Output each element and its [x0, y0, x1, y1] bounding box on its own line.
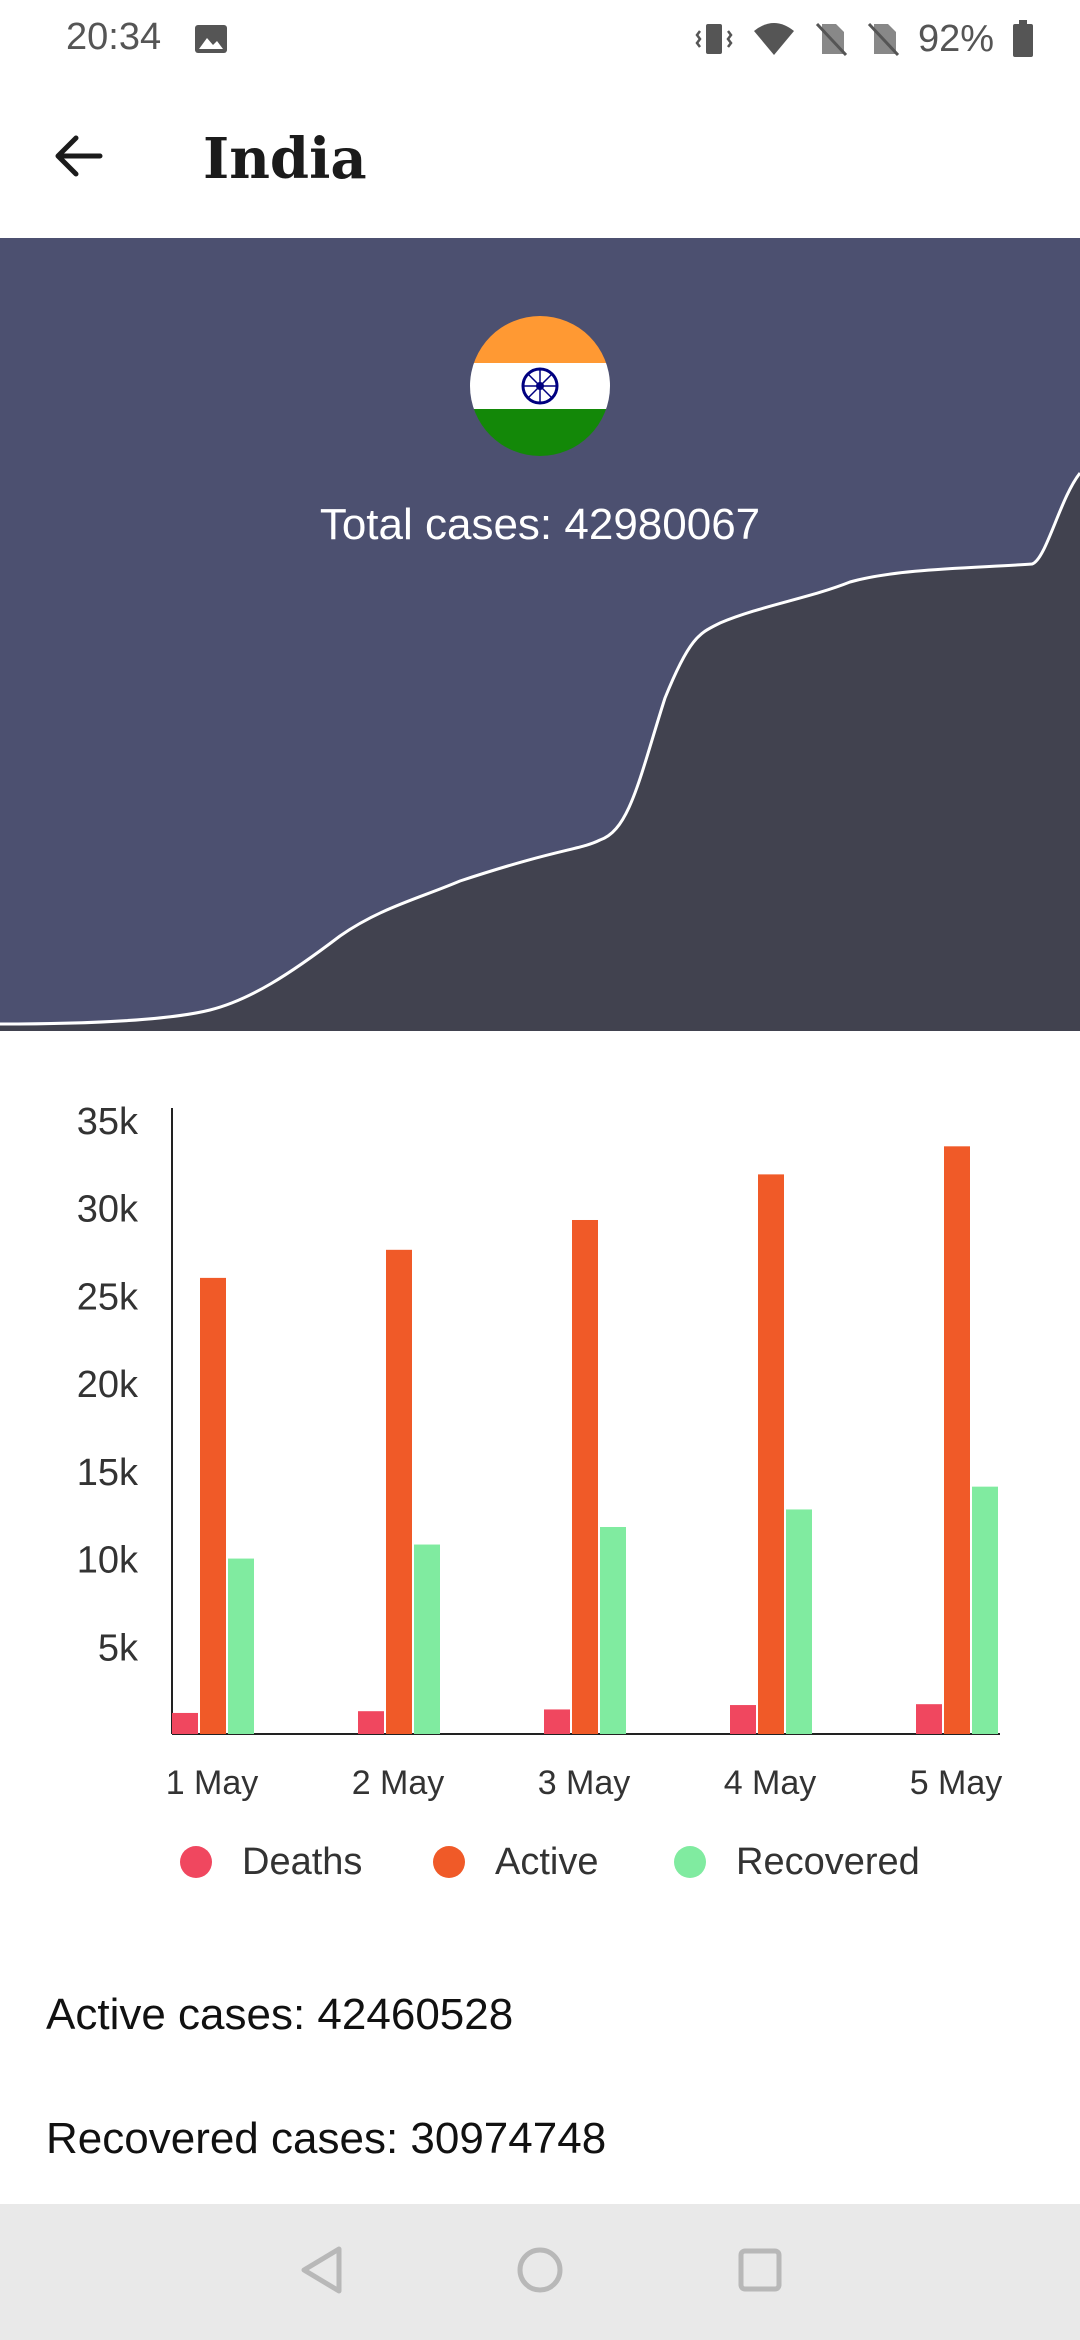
bar-deaths — [544, 1709, 570, 1734]
legend-active-dot — [433, 1846, 465, 1878]
status-icons: 92% — [694, 14, 1034, 64]
y-tick-label: 15k — [77, 1452, 139, 1494]
wifi-icon — [752, 21, 796, 57]
y-tick-label: 35k — [77, 1101, 139, 1143]
india-flag-icon — [470, 316, 610, 456]
no-sim-icon — [866, 21, 900, 57]
legend-recovered-label: Recovered — [736, 1840, 920, 1883]
x-tick-label: 1 May — [166, 1764, 259, 1802]
system-nav-bar — [0, 2204, 1080, 2340]
legend-deaths-label: Deaths — [242, 1840, 363, 1883]
nav-home-button[interactable] — [510, 2242, 570, 2302]
chart-legend: Deaths Active Recovered — [0, 1832, 1080, 1892]
y-tick-label: 25k — [77, 1276, 139, 1318]
legend-deaths: Deaths — [180, 1832, 362, 1892]
bar-active — [572, 1219, 598, 1734]
bar-deaths — [172, 1712, 198, 1734]
active-cases-label: Active cases: 42460528 — [46, 1990, 514, 2039]
bar-active — [200, 1277, 226, 1734]
legend-active: Active — [433, 1832, 598, 1892]
legend-deaths-dot — [180, 1846, 212, 1878]
x-tick-label: 4 May — [724, 1764, 817, 1802]
battery-icon — [1012, 20, 1034, 58]
y-tick-label: 5k — [98, 1627, 139, 1669]
x-tick-label: 5 May — [910, 1764, 1003, 1802]
x-tick-label: 3 May — [538, 1764, 631, 1802]
home-circle-icon — [515, 2245, 565, 2300]
y-tick-label: 10k — [77, 1540, 139, 1582]
recents-square-icon — [736, 2246, 784, 2299]
bar-recovered — [972, 1486, 998, 1734]
nav-recents-button[interactable] — [730, 2242, 790, 2302]
x-tick-label: 2 May — [352, 1764, 445, 1802]
bar-recovered — [786, 1509, 812, 1734]
no-sim-icon — [814, 21, 848, 57]
status-bar: 20:34 — [0, 0, 1080, 80]
bar-recovered — [600, 1526, 626, 1734]
bar-active — [758, 1174, 784, 1734]
total-cases-trend-curve — [0, 472, 1080, 1031]
legend-active-label: Active — [495, 1840, 599, 1883]
status-time: 20:34 — [66, 16, 162, 58]
bar-deaths — [730, 1705, 756, 1734]
y-tick-label: 20k — [77, 1364, 139, 1406]
legend-recovered: Recovered — [674, 1832, 920, 1892]
image-icon — [194, 24, 228, 54]
bar-active — [944, 1146, 970, 1734]
back-triangle-icon — [299, 2245, 345, 2300]
total-cases-label: Total cases: 42980067 — [319, 500, 761, 549]
arrow-left-icon — [52, 134, 104, 183]
legend-recovered-dot — [674, 1846, 706, 1878]
page-title: India — [203, 126, 367, 192]
cases-bar-chart: 35k 30k 25k 20k 15k 10k 5k 1 May 2 May 3 May 4 May… — [0, 1060, 1080, 1900]
bar-active — [386, 1249, 412, 1734]
y-tick-label: 30k — [77, 1189, 139, 1231]
back-button[interactable] — [40, 120, 116, 196]
bar-recovered — [228, 1558, 254, 1734]
recovered-cases-label: Recovered cases: 30974748 — [46, 2114, 607, 2163]
bar-deaths — [916, 1704, 942, 1734]
hero-panel: Total cases: 42980067 — [0, 238, 1080, 1031]
vibrate-icon — [694, 21, 734, 57]
bar-chart-svg: 35k 30k 25k 20k 15k 10k 5k 1 May 2 May 3 May 4 May… — [77, 1101, 1003, 1802]
battery-percentage: 92% — [917, 17, 994, 60]
bar-recovered — [414, 1544, 440, 1734]
nav-back-button[interactable] — [292, 2242, 352, 2302]
app-bar: India — [0, 80, 1080, 238]
bar-deaths — [358, 1711, 384, 1734]
